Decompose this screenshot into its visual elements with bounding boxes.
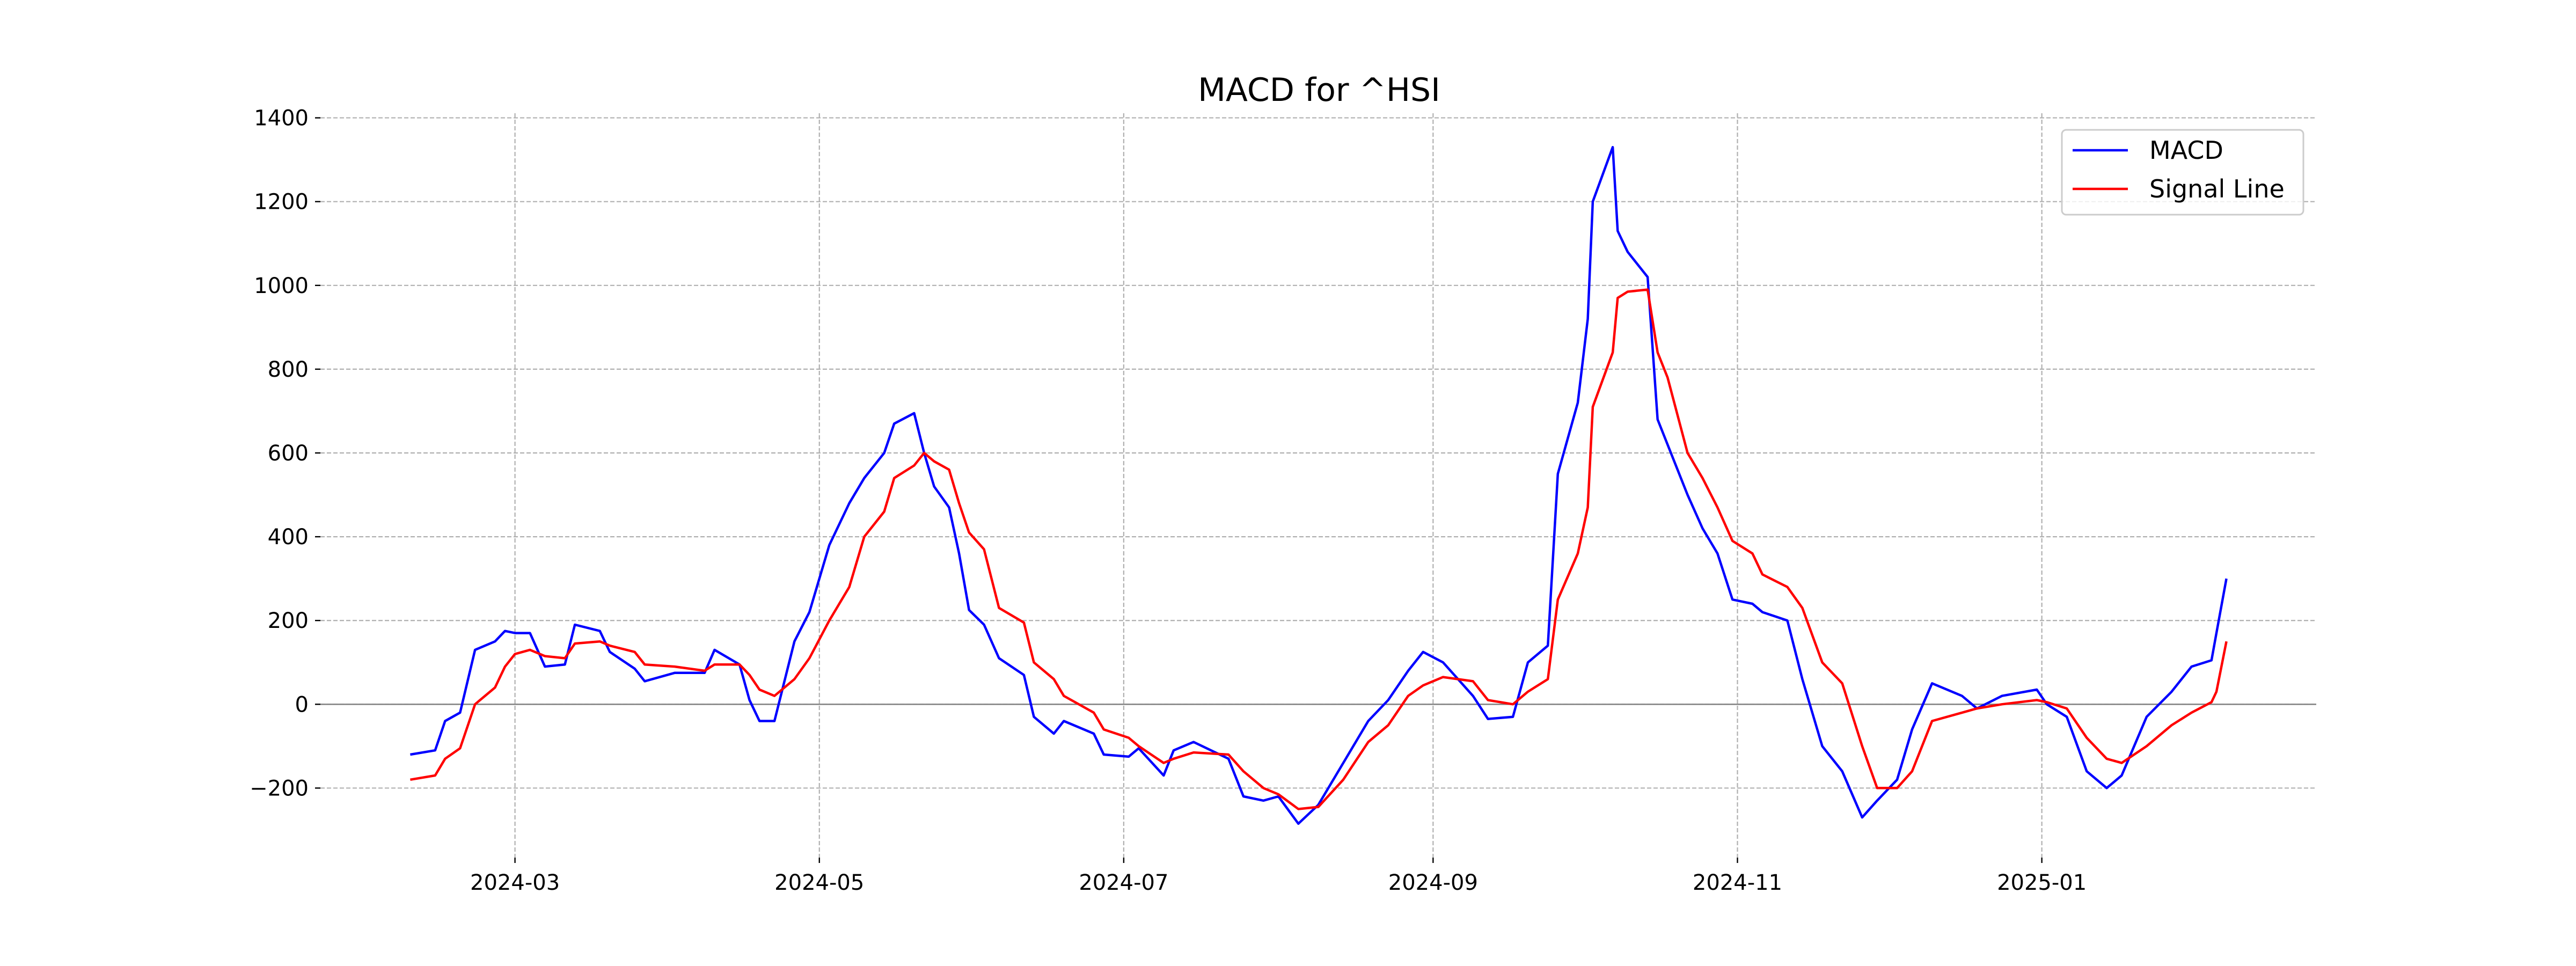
y-tick-label: 600	[268, 441, 309, 466]
x-tick-label: 2024-03	[470, 870, 560, 895]
x-tick-label: 2024-07	[1079, 870, 1168, 895]
y-tick-label: 1400	[254, 106, 309, 131]
grid	[320, 113, 2316, 858]
x-tick-label: 2024-05	[774, 870, 864, 895]
series-lines	[410, 145, 2228, 825]
legend-signal-label: Signal Line	[2149, 174, 2285, 203]
signal-line	[410, 288, 2228, 810]
y-tick-label: 400	[268, 525, 309, 550]
legend: MACD Signal Line	[2061, 129, 2304, 216]
y-tick-label: 1000	[254, 274, 309, 298]
x-tick-label: 2025-01	[1997, 870, 2087, 895]
x-tick-label: 2024-09	[1388, 870, 1478, 895]
y-tick-label: 200	[268, 609, 309, 633]
y-tick-label: 1200	[254, 190, 309, 215]
y-tick-label: −200	[250, 776, 309, 801]
chart-title: MACD for ^HSI	[1198, 71, 1440, 109]
y-tick-label: 0	[295, 692, 309, 717]
y-tick-label: 800	[268, 357, 309, 382]
legend-macd-label: MACD	[2149, 136, 2223, 165]
macd-line	[410, 145, 2228, 825]
y-axis-ticks: −200 0 200 400 600 800 1000 1200 1400	[250, 106, 320, 801]
x-axis-ticks: 2024-03 2024-05 2024-07 2024-09 2024-11 2025-…	[470, 858, 2087, 895]
x-tick-label: 2024-11	[1693, 870, 1782, 895]
